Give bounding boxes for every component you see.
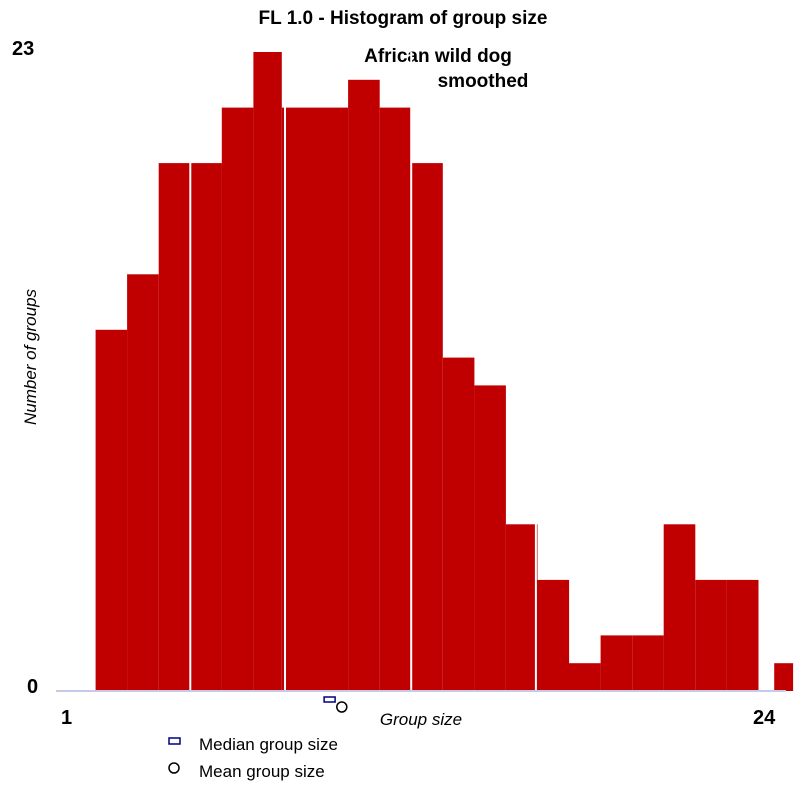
- histogram-bar: [348, 79, 380, 692]
- histogram-bar: [316, 107, 349, 692]
- legend-median-label: Median group size: [199, 735, 338, 754]
- x-tick-min: 1: [61, 707, 72, 729]
- mean-marker: [336, 701, 348, 713]
- histogram-bar: [281, 107, 317, 692]
- histogram-bar: [379, 107, 412, 692]
- x-tick-max: 24: [753, 707, 776, 729]
- histogram-bar: [695, 579, 727, 691]
- annotation-species: African wild dog: [364, 46, 512, 67]
- histogram-bar: [600, 635, 633, 691]
- histogram-bar: [190, 163, 222, 692]
- histogram-bar: [774, 663, 794, 691]
- median-marker: [323, 696, 336, 703]
- legend-mean-swatch: [168, 762, 180, 774]
- histogram-bar: [95, 329, 128, 691]
- y-tick-min: 0: [27, 676, 38, 698]
- histogram-bar: [127, 274, 159, 691]
- histogram-bar: [537, 579, 570, 691]
- legend: Median group size Mean group size: [168, 735, 338, 781]
- histogram-bar: [632, 635, 664, 691]
- legend-mean-label: Mean group size: [199, 762, 325, 781]
- legend-median-swatch: [168, 737, 181, 745]
- histogram-bar: [253, 52, 282, 691]
- x-axis-label: Group size: [380, 710, 462, 729]
- histogram-bar: [158, 163, 191, 692]
- histogram-bar: [663, 524, 696, 691]
- annotation-smoothed: smoothed: [438, 71, 529, 92]
- histogram-bar: [505, 524, 538, 691]
- histogram-bar: [411, 163, 443, 692]
- y-axis-label: Number of groups: [21, 288, 40, 425]
- histogram-bar: [569, 663, 601, 691]
- histogram-bar: [474, 385, 506, 691]
- chart-title: FL 1.0 - Histogram of group size: [259, 8, 548, 29]
- bars-group: [95, 52, 794, 692]
- y-tick-max: 23: [12, 38, 34, 60]
- histogram-bar: [221, 107, 254, 692]
- histogram-bar: [726, 579, 759, 691]
- histogram-bar: [442, 357, 475, 691]
